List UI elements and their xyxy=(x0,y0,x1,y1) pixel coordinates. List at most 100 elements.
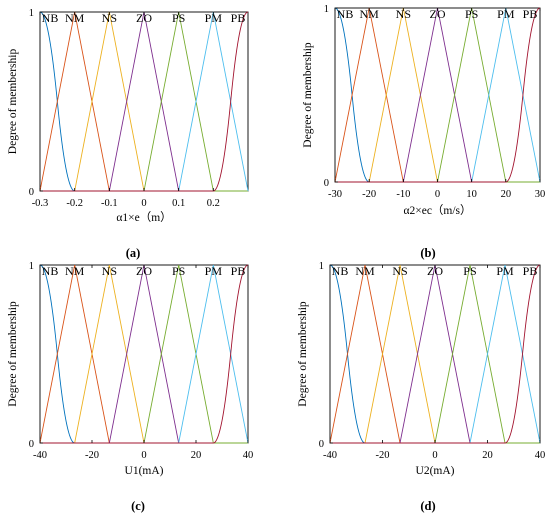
series-line-ps xyxy=(335,7,540,183)
series-line-ps xyxy=(40,11,248,192)
mf-label-pm: PM xyxy=(205,11,223,25)
x-tick-label: -40 xyxy=(33,450,47,461)
mf-label-nm: NM xyxy=(355,264,375,278)
y-tick-label: 1 xyxy=(324,4,329,15)
series-line-zo xyxy=(40,11,248,192)
y-axis-label: Degree of membership xyxy=(297,301,309,407)
x-tick-label: -30 xyxy=(328,189,342,200)
mf-label-nm: NM xyxy=(65,264,85,278)
x-tick-label: -20 xyxy=(362,189,376,200)
series-line-pm xyxy=(335,7,541,183)
x-tick-label: 40 xyxy=(535,450,546,461)
mf-label-ps: PS xyxy=(172,264,185,278)
y-tick-label: 1 xyxy=(29,8,34,19)
x-tick-label: 0 xyxy=(432,450,437,461)
mf-label-pb: PB xyxy=(231,264,246,278)
series-line-ns xyxy=(40,264,248,444)
x-tick-label: -20 xyxy=(376,450,390,461)
series-line-ps xyxy=(330,264,540,444)
panel-label: (b) xyxy=(420,246,435,260)
x-tick-label: 0 xyxy=(435,189,440,200)
series-line-zo xyxy=(330,264,540,444)
mf-label-ps: PS xyxy=(172,11,185,25)
mf-label-nb: NB xyxy=(42,11,59,25)
series-line-pb xyxy=(335,7,541,183)
series-line-nb xyxy=(334,7,540,183)
mf-label-ns: NS xyxy=(396,7,411,21)
x-axis-label: U1(mA) xyxy=(125,465,164,477)
mf-label-ns: NS xyxy=(392,264,407,278)
series-line-ns xyxy=(335,7,540,183)
series-line-nm xyxy=(334,7,540,183)
x-tick-label: 40 xyxy=(243,450,254,461)
x-tick-label: -20 xyxy=(85,450,99,461)
y-tick-label: 1 xyxy=(319,261,324,272)
panel-b: (b) NB NM NS ZO PS PM PB -30 -20 -10 0 10 20 30 0 1 α2×e… xyxy=(302,4,545,260)
mf-label-ns: NS xyxy=(102,11,117,25)
x-axis-label: U2(mA) xyxy=(416,465,455,477)
series-line-ns xyxy=(330,264,540,444)
panel-c: (c) NB NM NS ZO PS PM PB -40 -20 0 20 40 0 1 U1(mA) Deg… xyxy=(7,261,253,513)
series-line-zo xyxy=(40,264,248,444)
axes-box xyxy=(334,7,541,183)
mf-label-zo: ZO xyxy=(136,11,152,25)
x-tick-label: -0.3 xyxy=(32,198,49,209)
series-line-nb xyxy=(329,264,540,444)
mf-label-ps: PS xyxy=(465,7,478,21)
mf-label-nb: NB xyxy=(337,7,354,21)
axes-box xyxy=(39,264,249,444)
x-tick-label: 20 xyxy=(501,189,512,200)
axes-box xyxy=(39,11,249,192)
series-line-nm xyxy=(329,264,540,444)
series-line-pm xyxy=(40,11,249,192)
mf-label-ns: NS xyxy=(102,264,117,278)
mf-label-pm: PM xyxy=(205,264,223,278)
y-tick-label: 0 xyxy=(319,439,324,450)
x-tick-label: -40 xyxy=(323,450,337,461)
mf-label-nm: NM xyxy=(359,7,379,21)
axes-box xyxy=(329,264,541,444)
mf-label-nb: NB xyxy=(332,264,349,278)
series-line-pb xyxy=(40,264,249,444)
x-tick-label: -0.1 xyxy=(101,198,118,209)
series-line-nm xyxy=(39,264,248,444)
series-line-pm xyxy=(330,264,541,444)
series-line-pb xyxy=(330,264,541,444)
y-tick-label: 0 xyxy=(29,187,34,198)
mf-label-nm: NM xyxy=(65,11,85,25)
mf-label-pb: PB xyxy=(523,264,538,278)
panel-a: (a) NB NM NS ZO PS PM PB -0.3 -0.2 -0.1 0 0.1 0.2 0 1 α… xyxy=(7,8,249,260)
mf-label-nb: NB xyxy=(42,264,59,278)
x-axis-label: α2×ec（m/s） xyxy=(403,204,471,217)
series-line-nb xyxy=(39,11,248,192)
panel-label: (d) xyxy=(420,499,435,513)
x-tick-label: 0 xyxy=(141,450,146,461)
series-line-pm xyxy=(40,264,249,444)
y-tick-label: 0 xyxy=(29,439,34,450)
y-axis-label: Degree of membership xyxy=(7,49,19,155)
mf-label-pm: PM xyxy=(497,7,515,21)
mf-label-ps: PS xyxy=(463,264,476,278)
y-tick-label: 1 xyxy=(29,261,34,272)
x-tick-label: 0 xyxy=(141,198,146,209)
series-line-nb xyxy=(39,264,248,444)
x-tick-label: -0.2 xyxy=(66,198,83,209)
panel-d: (d) NB NM NS ZO PS PM PB -40 -20 0 20 40 0 1 U2(mA) Deg… xyxy=(297,261,545,513)
mf-label-pb: PB xyxy=(231,11,246,25)
x-tick-label: 0.2 xyxy=(207,198,220,209)
mf-label-zo: ZO xyxy=(430,7,446,21)
panel-label: (a) xyxy=(126,246,141,260)
series-line-ps xyxy=(40,264,248,444)
x-tick-label: 20 xyxy=(482,450,493,461)
y-tick-label: 0 xyxy=(324,178,329,189)
x-axis-label: α1×e（m） xyxy=(116,211,171,224)
panel-label: (c) xyxy=(131,499,145,513)
x-tick-label: 10 xyxy=(466,189,477,200)
mf-label-pm: PM xyxy=(496,264,514,278)
x-tick-label: 20 xyxy=(191,450,202,461)
series-line-ns xyxy=(40,11,248,192)
x-tick-label: -10 xyxy=(396,189,410,200)
mf-label-pb: PB xyxy=(523,7,538,21)
y-axis-label: Degree of membership xyxy=(7,301,19,407)
